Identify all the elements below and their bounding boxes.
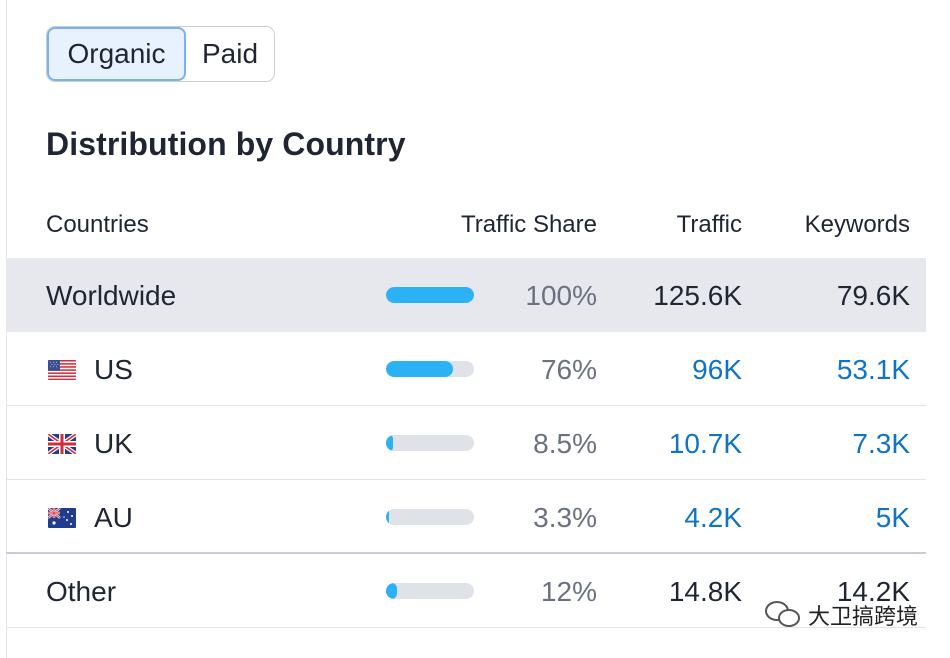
traffic-column-header: Traffic [676,211,742,238]
tab-paid[interactable]: Paid [186,27,274,81]
keywords-value: 14.2K [836,576,910,607]
country-name: AU [94,502,133,533]
au-flag-icon [48,508,76,528]
watermark: 大卫搞跨境 [764,599,918,631]
keywords-column-header: Keywords [804,211,910,238]
traffic-link[interactable]: 96K [692,354,742,385]
country-name: Other [46,576,117,607]
traffic-share-bar-fill [386,583,397,599]
page-title: Distribution by Country [46,126,406,162]
table-row-au: AU 3.3% 4.2K 5K [6,480,926,554]
uk-flag-icon [48,434,76,454]
keywords-link[interactable]: 53.1K [836,354,910,385]
traffic-share-value: 8.5% [533,428,597,459]
us-flag-icon [48,360,76,380]
country-name: US [94,354,133,385]
keywords-value: 79.6K [836,280,910,311]
tab-organic[interactable]: Organic [47,27,186,81]
wechat-bubble-small [777,609,800,627]
country-name: UK [94,428,133,459]
country-name: Worldwide [46,280,177,311]
countries-column-header: Countries [46,211,149,238]
table-row-us: US 76% 96K 53.1K [6,332,926,406]
traffic-value: 125.6K [653,280,742,311]
traffic-link[interactable]: 10.7K [668,428,742,459]
table-row-uk: UK 8.5% 10.7K 7.3K [6,406,926,480]
traffic-share-bar [386,509,474,525]
table-row-worldwide: Worldwide 100% 125.6K 79.6K [6,258,926,332]
watermark-text: 大卫搞跨境 [807,604,918,629]
traffic-share-value: 76% [540,354,597,385]
table-header-row: Countries Traffic Share Traffic Keywords [6,190,926,258]
traffic-share-value: 3.3% [533,502,597,533]
traffic-share-value: 100% [525,280,597,311]
traffic-link[interactable]: 4.2K [684,502,742,533]
keywords-link[interactable]: 5K [875,502,910,533]
traffic-share-bar [386,287,474,303]
traffic-share-column-header: Traffic Share [460,211,597,238]
traffic-share-bar-fill [386,361,453,377]
table-row-other: Other 12% 14.8K 14.2K [6,554,926,628]
traffic-share-bar [386,583,474,599]
traffic-share-bar-fill [386,287,474,303]
wechat-icon [764,601,801,629]
traffic-share-value: 12% [540,576,597,607]
traffic-share-bar [386,435,474,451]
traffic-type-tabs: Organic Paid [46,26,275,82]
traffic-share-bar [386,361,474,377]
traffic-share-bar-fill [386,509,389,525]
keywords-link[interactable]: 7.3K [852,428,910,459]
traffic-share-bar-fill [386,435,394,451]
traffic-value: 14.8K [668,576,742,607]
country-distribution-table: Countries Traffic Share Traffic Keywords… [6,190,926,628]
